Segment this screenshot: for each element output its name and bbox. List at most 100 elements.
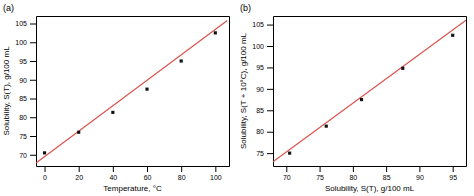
tick-label: 75	[256, 150, 264, 157]
point	[77, 131, 80, 134]
tick-mark	[30, 155, 36, 156]
x-axis-title: Temperature, °C	[103, 184, 162, 193]
tick-label: 95	[449, 174, 457, 181]
point	[325, 125, 328, 128]
line	[273, 20, 466, 161]
plot-area	[273, 20, 466, 161]
tick: 75	[256, 150, 273, 157]
tick-label: 95	[19, 58, 27, 65]
tick-label: 100	[15, 39, 27, 46]
tick: 85	[19, 95, 36, 102]
tick-label: 90	[19, 76, 27, 83]
tick: 70	[19, 151, 36, 158]
tick-mark	[181, 166, 182, 172]
tick-label: 85	[256, 107, 264, 114]
frame-line	[466, 17, 467, 167]
frame-line	[274, 16, 467, 17]
tick: 90	[416, 166, 424, 181]
tick-label: 90	[256, 86, 264, 93]
panel-title: (a)	[3, 3, 14, 13]
tick: 75	[316, 166, 324, 181]
plot-area	[36, 21, 227, 164]
tick-label: 0	[43, 174, 47, 181]
tick-label: 60	[144, 174, 152, 181]
tick-label: 80	[349, 174, 357, 181]
tick-mark	[267, 67, 273, 68]
point	[145, 88, 148, 91]
tick: 105	[252, 21, 273, 28]
x-axis: 70 75 80 85 90 95	[274, 166, 467, 181]
tick-label: 105	[15, 20, 27, 27]
frame	[466, 17, 467, 167]
tick-label: 100	[252, 43, 264, 50]
tick-label: 100	[210, 174, 222, 181]
tick-label: 75	[316, 174, 324, 181]
point	[360, 98, 363, 101]
tick-mark	[30, 80, 36, 81]
tick: 80	[19, 114, 36, 121]
panel: 70 75 80 85 90 95 75 80 85 90 95 100 105 Solubility, …	[239, 3, 467, 193]
tick-mark	[30, 42, 36, 43]
tick-mark	[215, 166, 216, 172]
tick: 40	[109, 166, 117, 181]
tick: 80	[349, 166, 357, 181]
tick-mark	[45, 166, 46, 172]
y-axis: 75 80 85 90 95 100 105	[252, 17, 273, 167]
point	[180, 59, 183, 62]
tick: 20	[75, 166, 83, 181]
tick-mark	[30, 99, 36, 100]
tick-mark	[147, 166, 148, 172]
tick-label: 85	[19, 95, 27, 102]
y-axis: 707580859095100105	[15, 17, 36, 167]
tick-label: 80	[19, 114, 27, 121]
tick: 80	[178, 166, 186, 181]
tick-mark	[267, 25, 273, 26]
tick-mark	[386, 166, 387, 172]
tick: 95	[256, 64, 273, 71]
tick: 85	[256, 107, 273, 114]
tick: 90	[19, 76, 36, 83]
tick-label: 70	[19, 151, 27, 158]
frame	[229, 17, 230, 167]
tick: 100	[210, 166, 222, 181]
figure: 0 20 40 60 80 100 70 75 80 85 90 95 100 105 Temperatur…	[0, 0, 474, 196]
point	[451, 34, 454, 37]
panel-title: (b)	[240, 3, 251, 13]
point	[288, 152, 291, 155]
tick: 105	[15, 20, 36, 27]
tick-label: 85	[383, 174, 391, 181]
tick-mark	[30, 117, 36, 118]
frame	[37, 16, 230, 17]
tick-mark	[267, 132, 273, 133]
point	[43, 151, 46, 154]
line	[36, 21, 227, 164]
frame-line	[229, 17, 230, 167]
tick-label: 90	[416, 174, 424, 181]
tick-label: 95	[256, 64, 264, 71]
tick-label: 80	[178, 174, 186, 181]
tick-mark	[267, 46, 273, 47]
y-axis-title: Solubility, S(T), g/100 mL	[2, 46, 11, 136]
tick-label: 70	[283, 174, 291, 181]
point	[214, 31, 217, 34]
tick-mark	[267, 89, 273, 90]
tick-label: 80	[256, 128, 264, 135]
y-axis-title: Solubility, S(T + 10°C), g/100 mL	[239, 32, 248, 149]
tick-mark	[113, 166, 114, 172]
tick-mark	[30, 61, 36, 62]
panel: 020406080100707580859095100105Temperatur…	[2, 3, 230, 193]
tick: 0	[43, 166, 47, 181]
axis-line	[274, 166, 467, 167]
tick-label: 40	[109, 174, 117, 181]
tick-mark	[453, 166, 454, 172]
tick-mark	[267, 110, 273, 111]
x-axis-title: Solubility, S(T), g/100 mL	[325, 184, 415, 193]
tick-mark	[353, 166, 354, 172]
tick: 85	[383, 166, 391, 181]
axis-line	[36, 17, 37, 167]
tick: 100	[15, 39, 36, 46]
tick: 95	[449, 166, 457, 181]
frame-line	[37, 16, 230, 17]
point	[111, 111, 114, 114]
tick: 80	[256, 128, 273, 135]
